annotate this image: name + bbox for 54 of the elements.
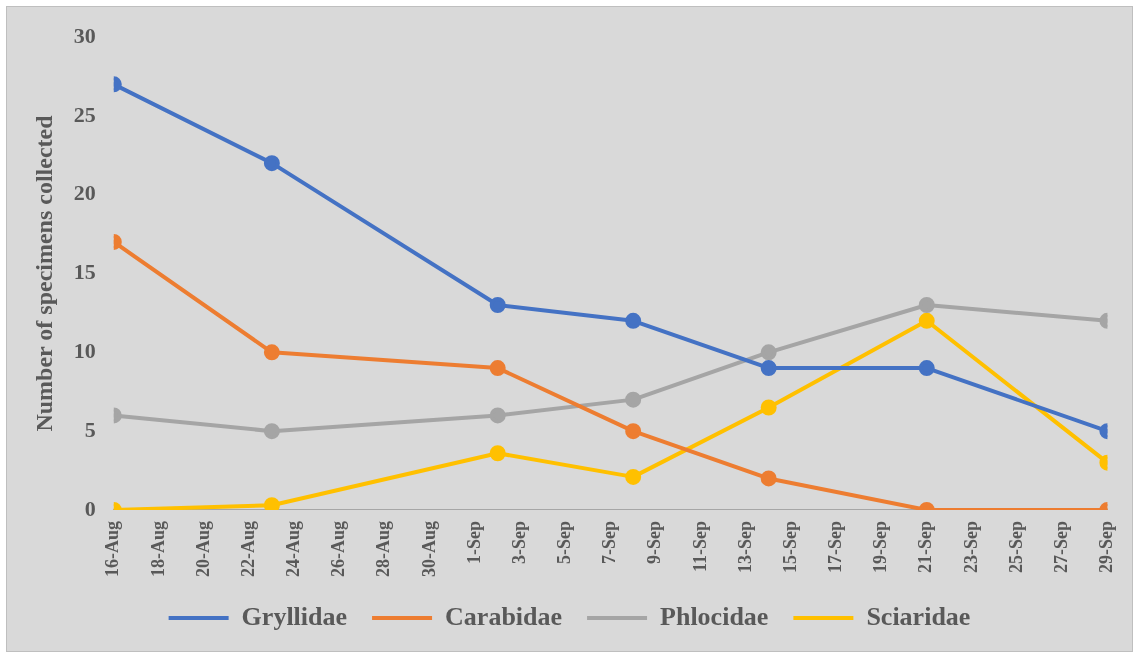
x-tick-label: 17-Sep <box>825 521 846 574</box>
x-tick-label: 26-Aug <box>328 521 349 578</box>
legend-label: Sciaridae <box>866 601 971 631</box>
y-tick-label: 10 <box>73 338 96 364</box>
legend-label: Carabidae <box>445 601 563 631</box>
x-tick-label: 15-Sep <box>779 521 800 574</box>
point <box>760 399 777 416</box>
point <box>263 155 280 172</box>
x-tick-label: 24-Aug <box>283 521 304 578</box>
point <box>625 312 642 329</box>
point <box>760 470 777 487</box>
x-tick-label: 9-Sep <box>644 521 665 565</box>
x-tick-label: 3-Sep <box>508 521 529 565</box>
point <box>263 344 280 361</box>
y-tick-label: 5 <box>84 416 96 442</box>
y-axis-title: Number of specimens collected <box>30 114 57 432</box>
x-tick-label: 19-Sep <box>870 521 891 574</box>
point <box>489 360 506 377</box>
x-tick-label: 11-Sep <box>689 521 710 573</box>
point <box>760 360 777 377</box>
y-tick-label: 15 <box>73 259 96 285</box>
y-tick-label: 20 <box>73 180 96 206</box>
point <box>489 445 506 462</box>
point <box>625 423 642 440</box>
x-tick-label: 5-Sep <box>554 521 575 565</box>
x-tick-label: 7-Sep <box>599 521 620 565</box>
x-tick-label: 1-Sep <box>463 521 484 565</box>
x-tick-label: 13-Sep <box>734 521 755 574</box>
x-tick-label: 25-Sep <box>1005 521 1026 574</box>
point <box>625 391 642 408</box>
legend-label: Gryllidae <box>241 601 348 631</box>
point <box>918 312 935 329</box>
x-tick-label: 30-Aug <box>418 521 439 578</box>
x-tick-label: 16-Aug <box>102 521 123 578</box>
point <box>918 360 935 377</box>
y-tick-label: 0 <box>84 495 96 521</box>
x-tick-label: 29-Sep <box>1096 521 1117 574</box>
point <box>489 407 506 424</box>
x-tick-label: 27-Sep <box>1050 521 1071 574</box>
y-tick-label: 25 <box>73 101 96 127</box>
point <box>263 497 280 510</box>
x-tick-label: 18-Aug <box>147 521 168 578</box>
point <box>760 344 777 361</box>
x-tick-label: 28-Aug <box>373 521 394 578</box>
point <box>489 297 506 314</box>
point <box>918 297 935 314</box>
legend-label: Phlocidae <box>660 601 769 631</box>
x-tick-label: 20-Aug <box>192 521 213 578</box>
point <box>625 468 642 485</box>
x-tick-label: 22-Aug <box>237 521 258 578</box>
y-tick-label: 30 <box>73 22 96 48</box>
x-tick-label: 23-Sep <box>960 521 981 574</box>
x-tick-label: 21-Sep <box>915 521 936 574</box>
point <box>263 423 280 440</box>
